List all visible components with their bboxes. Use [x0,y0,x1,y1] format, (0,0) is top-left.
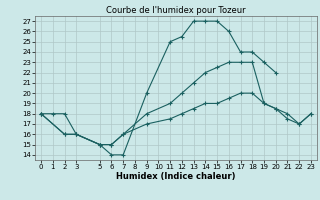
Title: Courbe de l'humidex pour Tozeur: Courbe de l'humidex pour Tozeur [106,6,246,15]
X-axis label: Humidex (Indice chaleur): Humidex (Indice chaleur) [116,172,236,181]
